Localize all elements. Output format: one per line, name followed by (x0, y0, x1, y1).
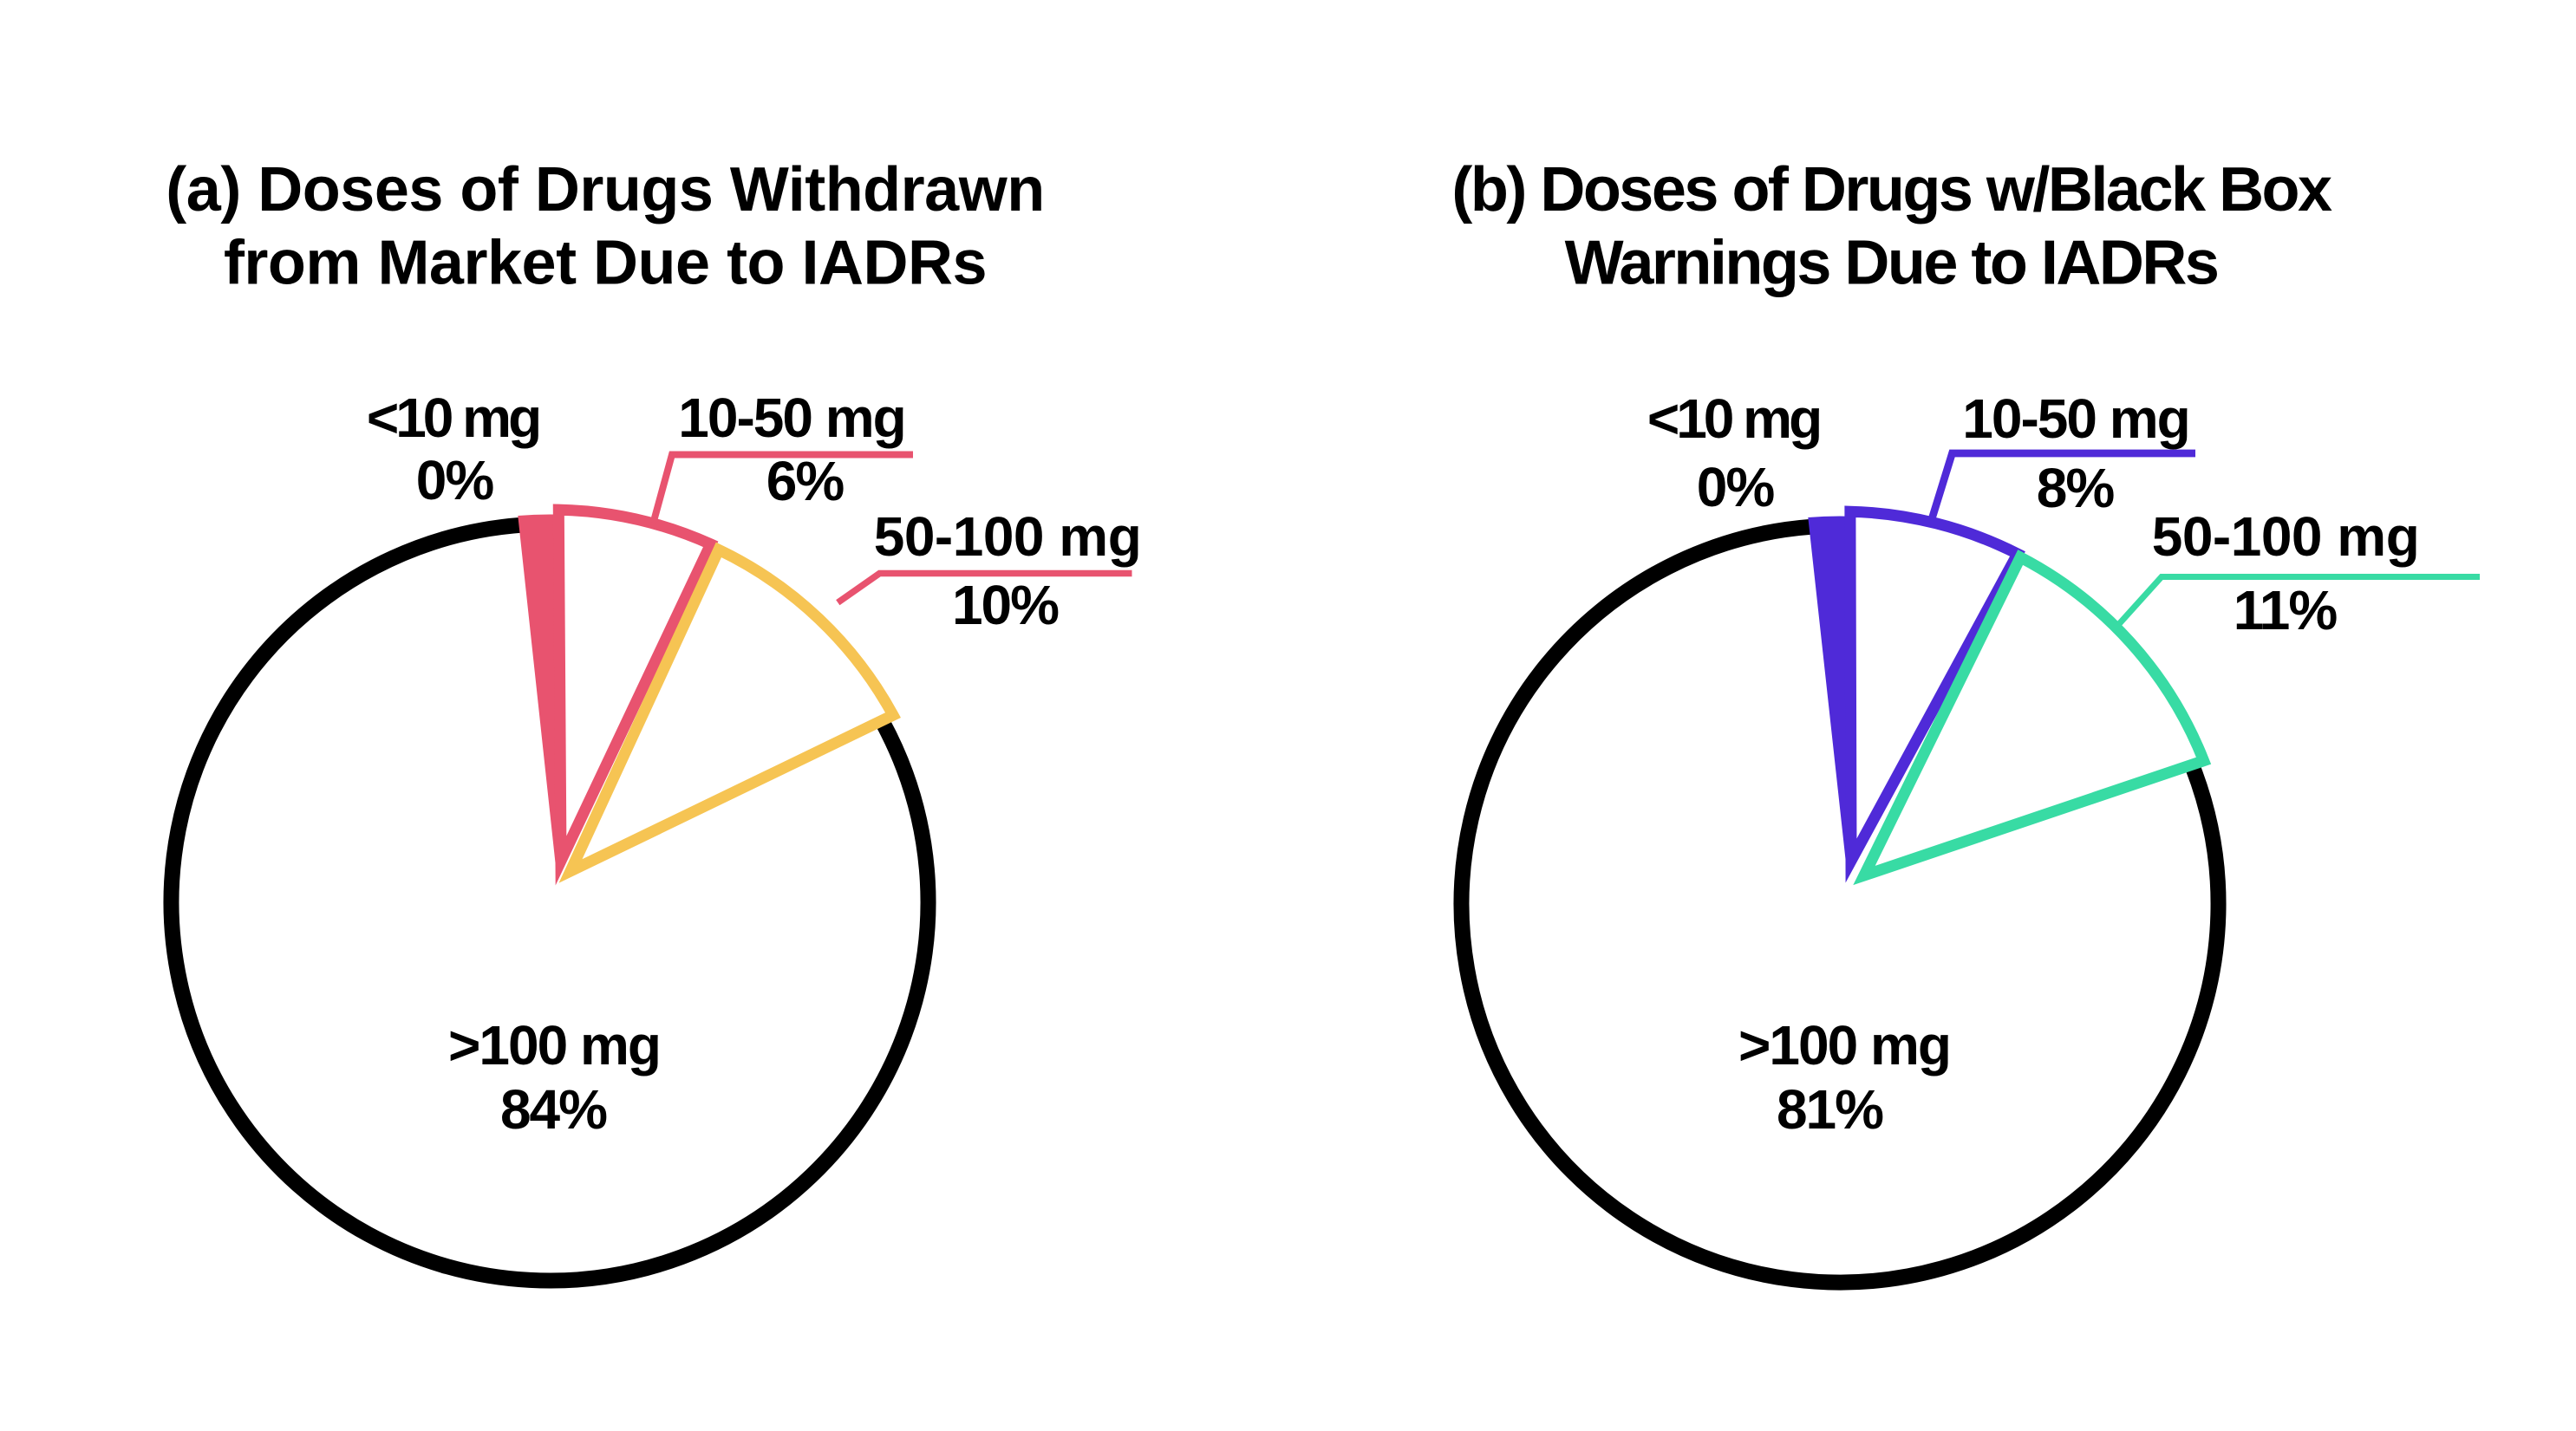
svg-text:0%: 0% (416, 449, 494, 511)
svg-text:10-50 mg: 10-50 mg (1962, 387, 2188, 450)
svg-text:50-100 mg: 50-100 mg (874, 505, 1142, 568)
svg-text:50-100 mg: 50-100 mg (2152, 505, 2420, 568)
svg-text:8%: 8% (2037, 457, 2115, 519)
svg-text:81%: 81% (1777, 1078, 1883, 1141)
svg-text:10-50 mg: 10-50 mg (678, 387, 904, 449)
svg-text:>100 mg: >100 mg (448, 1014, 660, 1077)
svg-text:from Market Due to IADRs: from Market Due to IADRs (224, 229, 987, 298)
svg-text:(b) Doses of Drugs w/Black Box: (b) Doses of Drugs w/Black Box (1451, 155, 2332, 224)
svg-text:10%: 10% (952, 574, 1059, 636)
svg-text:84%: 84% (500, 1078, 607, 1141)
svg-text:6%: 6% (766, 450, 845, 512)
svg-text:(a) Doses of Drugs Withdrawn: (a) Doses of Drugs Withdrawn (166, 155, 1044, 224)
svg-text:0%: 0% (1697, 456, 1775, 518)
svg-text:<10 mg: <10 mg (1647, 387, 1819, 450)
svg-text:<10 mg: <10 mg (367, 387, 538, 449)
svg-text:Warnings Due to IADRs: Warnings Due to IADRs (1565, 229, 2218, 298)
svg-text:11%: 11% (2234, 579, 2338, 641)
svg-text:>100 mg: >100 mg (1738, 1014, 1950, 1077)
